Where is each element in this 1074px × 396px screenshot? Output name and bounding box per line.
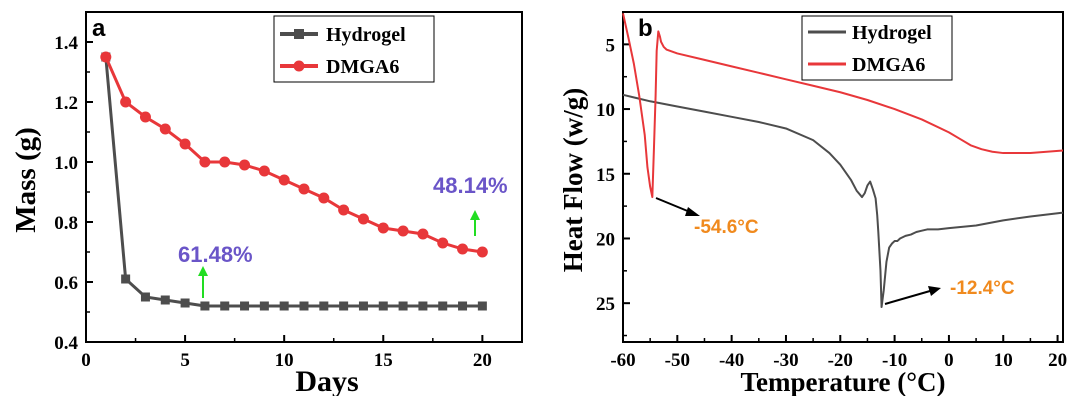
point-hydrogel-8	[240, 301, 250, 311]
y-tick-label-a-0: 0.4	[54, 333, 78, 354]
point-hydrogel-11	[299, 301, 309, 311]
point-hydrogel-5	[180, 298, 190, 308]
series-line-hydrogel-b	[622, 93, 1064, 309]
point-hydrogel-2	[121, 274, 131, 284]
annotation-61-48: 61.48%	[178, 242, 253, 267]
series-line-dmga6-b	[622, 13, 1064, 199]
point-dmga6-10	[278, 174, 290, 186]
panel-label-b: b	[638, 15, 653, 42]
series-line-hydrogel	[104, 56, 483, 308]
point-dmga6-7	[219, 156, 231, 168]
series-line-dmga6	[104, 56, 483, 254]
legend-a: Hydrogel DMGA6	[273, 15, 435, 83]
point-hydrogel-10	[279, 301, 289, 311]
point-hydrogel-17	[418, 301, 428, 311]
panel-label-a: a	[92, 15, 106, 42]
legend-label-dmga6-b: DMGA6	[852, 54, 925, 76]
y-tick-label-b-0: 5	[606, 35, 616, 56]
point-hydrogel-3	[140, 292, 150, 302]
legend-label-hydrogel: Hydrogel	[326, 24, 406, 46]
x-tick-label-b-1: -50	[665, 350, 690, 371]
legend-marker-hydrogel	[294, 29, 304, 39]
annotation-minus-12-4: -12.4°C	[950, 278, 1015, 299]
point-hydrogel-6	[200, 301, 210, 311]
x-tick-label-b-2: -40	[719, 350, 744, 371]
plot-frame-b	[622, 11, 1064, 343]
x-tick-label-b-8: 20	[1048, 350, 1067, 371]
x-tick-label-b-0: -60	[610, 350, 635, 371]
point-hydrogel-15	[378, 301, 388, 311]
point-dmga6-4	[159, 123, 171, 135]
legend-label-hydrogel-b: Hydrogel	[852, 22, 932, 44]
point-dmga6-13	[338, 204, 350, 216]
y-tick-label-a-5: 1.4	[54, 33, 78, 54]
point-dmga6-6	[199, 156, 211, 168]
point-hydrogel-12	[319, 301, 329, 311]
point-dmga6-17	[417, 228, 429, 240]
legend-b: Hydrogel DMGA6	[801, 15, 953, 81]
point-dmga6-20	[476, 246, 488, 258]
y-tick-label-b-4: 25	[596, 294, 615, 315]
point-dmga6-8	[239, 159, 251, 171]
x-tick-label-a-1: 5	[180, 350, 190, 371]
point-hydrogel-13	[339, 301, 349, 311]
point-dmga6-12	[318, 192, 330, 204]
annotation-48-14: 48.14%	[433, 173, 508, 198]
point-hydrogel-4	[160, 295, 170, 305]
annotation-minus-54-6: -54.6°C	[694, 217, 759, 238]
point-dmga6-9	[258, 165, 270, 177]
x-tick-label-b-5: -10	[882, 350, 907, 371]
point-hydrogel-20	[477, 301, 487, 311]
point-dmga6-16	[397, 225, 409, 237]
point-dmga6-15	[377, 222, 389, 234]
panel-a: 0 5 10 15 20 0.4 0.6 0.8 1.0 1.2 1.4 a Days Mass (…	[10, 11, 523, 396]
y-axis-label-b: Heat Flow (w/g)	[558, 88, 588, 272]
y-tick-label-a-4: 1.2	[54, 93, 78, 114]
y-tick-label-b-1: 10	[596, 100, 615, 121]
point-hydrogel-18	[438, 301, 448, 311]
point-hydrogel-9	[259, 301, 269, 311]
x-tick-label-a-4: 20	[473, 350, 492, 371]
y-tick-label-b-2: 15	[596, 165, 615, 186]
x-tick-label-b-3: -30	[773, 350, 798, 371]
point-hydrogel-7	[220, 301, 230, 311]
y-tick-label-a-2: 0.8	[54, 213, 78, 234]
x-axis-label-a: Days	[295, 365, 358, 396]
pointer-54-head	[685, 207, 700, 216]
plot-frame-a	[85, 11, 523, 343]
point-dmga6-19	[457, 243, 469, 255]
legend-label-dmga6: DMGA6	[326, 56, 399, 78]
x-tick-label-a-3: 15	[374, 350, 393, 371]
arrow-61-head	[198, 266, 208, 276]
point-hydrogel-19	[458, 301, 468, 311]
panel-b: -60 -50 -40 -30 -20 -10 0 10 20 5 10 15 20 25 b Tempe…	[558, 11, 1067, 396]
legend-marker-dmga6	[293, 60, 305, 72]
y-tick-label-a-1: 0.6	[54, 273, 78, 294]
point-dmga6-14	[357, 213, 369, 225]
x-axis-label-b: Temperature (°C)	[740, 367, 945, 396]
y-tick-label-a-3: 1.0	[54, 153, 78, 174]
point-dmga6-2	[120, 96, 132, 108]
y-axis-label-a: Mass (g)	[10, 127, 42, 233]
point-dmga6-1	[100, 51, 112, 63]
point-dmga6-18	[437, 237, 449, 249]
arrow-48-head	[470, 210, 480, 220]
x-tick-label-b-6: 0	[944, 350, 954, 371]
point-dmga6-11	[298, 183, 310, 195]
point-dmga6-3	[139, 111, 151, 123]
y-tick-label-b-3: 20	[596, 229, 615, 250]
pointer-12-line	[884, 290, 931, 305]
x-tick-label-b-7: 10	[994, 350, 1013, 371]
point-hydrogel-16	[398, 301, 408, 311]
x-tick-label-a-0: 0	[81, 350, 91, 371]
x-tick-label-a-2: 10	[275, 350, 294, 371]
point-dmga6-5	[179, 138, 191, 150]
pointer-54-line	[655, 197, 691, 213]
pointer-12-head	[928, 286, 941, 296]
x-tick-label-b-4: -20	[828, 350, 853, 371]
point-hydrogel-14	[358, 301, 368, 311]
legend-box-b	[801, 15, 953, 81]
